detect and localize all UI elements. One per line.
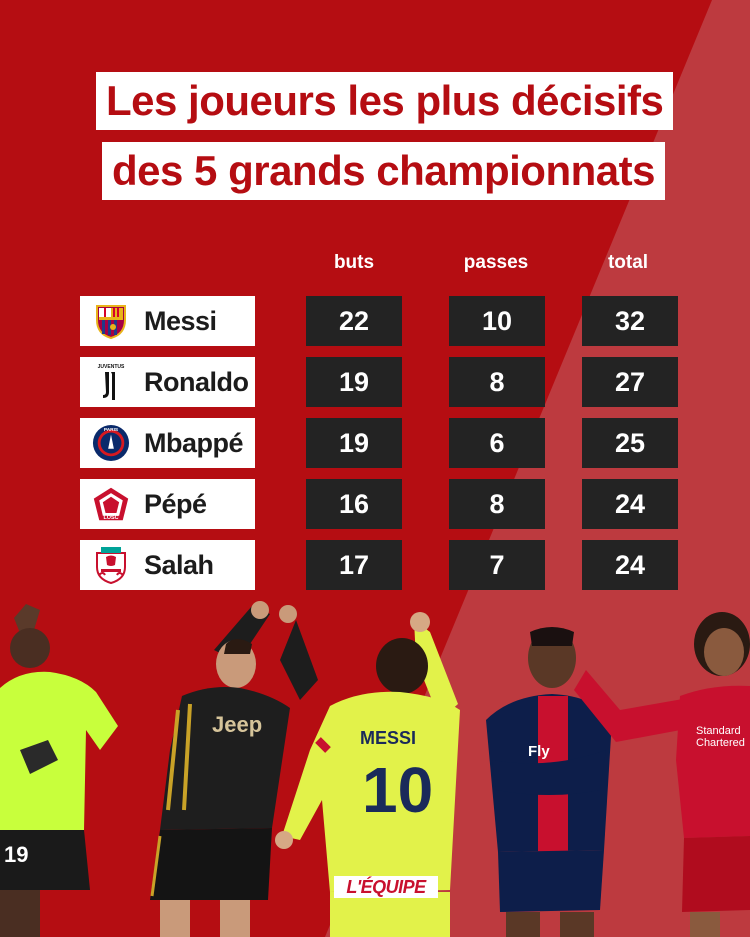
total-value: 25 <box>582 418 678 468</box>
svg-text:Fly: Fly <box>528 743 550 760</box>
player-name-box: Messi <box>80 296 255 346</box>
barcelona-crest-icon <box>92 302 130 340</box>
player-name-box: JUVENTUS Ronaldo <box>80 357 255 407</box>
lequipe-logo: L'ÉQUIPE <box>334 876 438 898</box>
player-name: Salah <box>144 549 214 580</box>
svg-text:Standard: Standard <box>696 725 741 737</box>
player-name: Ronaldo <box>144 366 249 397</box>
table-row: PARIS Mbappé 19 6 25 <box>80 418 680 468</box>
title-line-2: des 5 grands championnats <box>102 142 665 200</box>
buts-value: 19 <box>306 357 402 407</box>
column-header-passes: passes <box>463 252 529 273</box>
player-pepe-figure: 19 <box>0 604 118 937</box>
psg-crest-icon: PARIS <box>92 424 130 462</box>
svg-text:Jeep: Jeep <box>212 712 262 737</box>
total-value: 24 <box>582 479 678 529</box>
liverpool-crest-icon <box>92 546 130 585</box>
svg-text:JUVENTUS: JUVENTUS <box>98 364 125 370</box>
player-messi-figure: MESSI 10 <box>275 612 460 937</box>
column-header-buts: buts <box>333 252 375 273</box>
buts-value: 16 <box>306 479 402 529</box>
table-row: Messi 22 10 32 <box>80 296 680 346</box>
losc-crest-icon: LOSC <box>92 485 130 523</box>
svg-text:10: 10 <box>362 754 433 826</box>
passes-value: 6 <box>449 418 545 468</box>
player-name-box: LOSC Pépé <box>80 479 255 529</box>
passes-value: 7 <box>449 540 545 590</box>
player-ronaldo-figure: Jeep <box>150 601 318 937</box>
svg-text:19: 19 <box>4 842 28 867</box>
player-name: Pépé <box>144 488 207 519</box>
player-name-box: Salah <box>80 540 255 590</box>
svg-text:MESSI: MESSI <box>360 728 416 748</box>
svg-text:Chartered: Chartered <box>696 737 745 749</box>
passes-value: 8 <box>449 479 545 529</box>
table-row: JUVENTUS Ronaldo 19 8 27 <box>80 357 680 407</box>
passes-value: 10 <box>449 296 545 346</box>
column-header-total: total <box>607 252 649 273</box>
player-mbappe-figure: Fly <box>486 627 612 937</box>
buts-value: 22 <box>306 296 402 346</box>
total-value: 27 <box>582 357 678 407</box>
player-salah-figure: Standard Chartered <box>574 612 750 937</box>
title-line-1: Les joueurs les plus décisifs <box>96 72 674 130</box>
total-value: 32 <box>582 296 678 346</box>
buts-value: 19 <box>306 418 402 468</box>
table-row: Salah 17 7 24 <box>80 540 680 590</box>
table-row: LOSC Pépé 16 8 24 <box>80 479 680 529</box>
player-name: Mbappé <box>144 427 244 458</box>
players-illustration: 19 Jeep MESSI 10 <box>0 601 750 937</box>
player-name: Messi <box>144 305 217 336</box>
total-value: 24 <box>582 540 678 590</box>
svg-text:LOSC: LOSC <box>103 515 118 521</box>
passes-value: 8 <box>449 357 545 407</box>
juventus-crest-icon: JUVENTUS <box>92 363 130 401</box>
buts-value: 17 <box>306 540 402 590</box>
player-name-box: PARIS Mbappé <box>80 418 255 468</box>
svg-text:PARIS: PARIS <box>104 427 118 433</box>
